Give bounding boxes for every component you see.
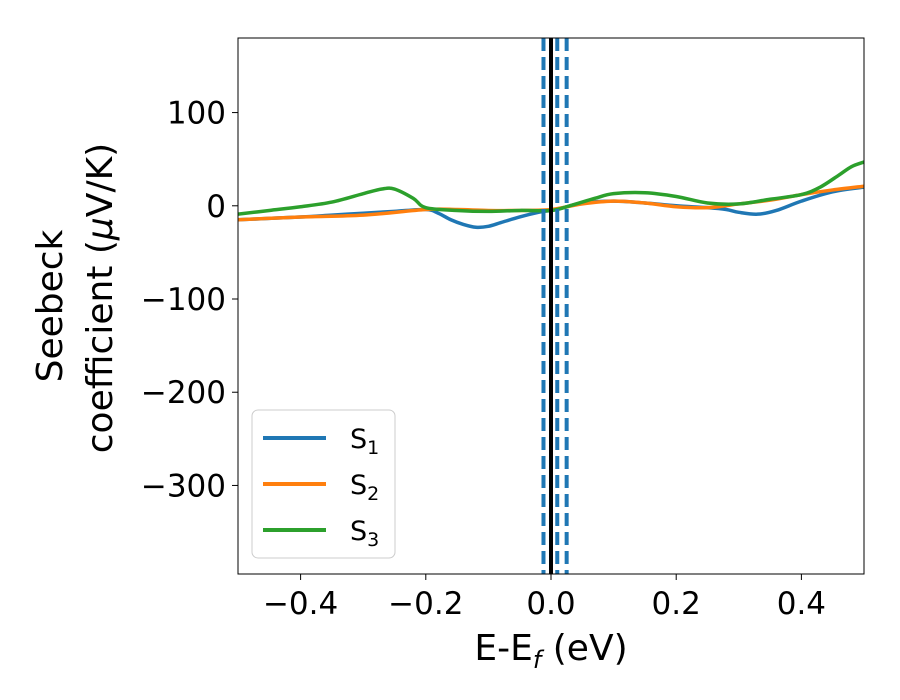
y-tick-label: −100 [141,282,226,318]
y-axis-title-line2: coefficient (μV/K) [80,143,121,453]
y-axis-ticks: 100 0 −100 −200 −300 [141,96,238,504]
series-line-s3 [238,160,864,216]
x-axis-ticks: −0.4 −0.2 0.0 0.2 0.4 [263,574,826,622]
legend-label-s3: S3 [350,516,379,551]
legend-label-s1: S1 [350,424,379,459]
y-axis-title-mu: μ [80,217,121,241]
y-tick-label: −300 [141,468,226,504]
x-tick-label: −0.4 [263,586,338,622]
x-tick-label: −0.2 [388,586,463,622]
x-tick-label: 0.0 [526,586,575,622]
legend: S1 S2 S3 [251,409,396,559]
y-tick-label: 100 [167,96,226,132]
reference-lines [541,38,569,574]
x-tick-label: 0.4 [777,586,826,622]
legend-label-s2: S2 [350,470,379,505]
y-tick-label: 0 [206,189,226,225]
x-tick-label: 0.2 [652,586,701,622]
y-axis-title-line1: Seebeck [30,229,71,382]
x-axis-title: E-Ef (eV) [474,628,627,674]
y-tick-label: −200 [141,375,226,411]
